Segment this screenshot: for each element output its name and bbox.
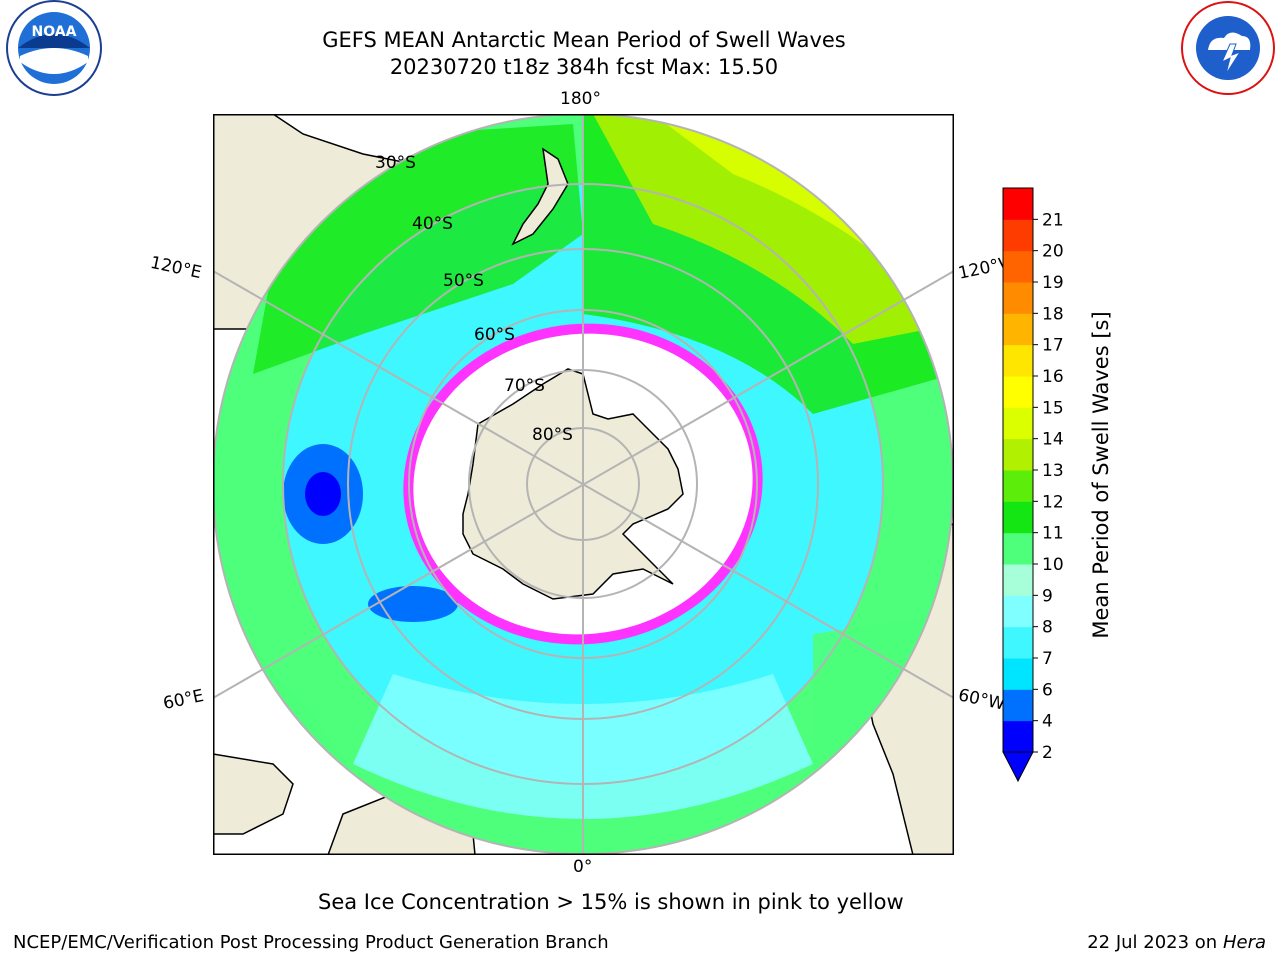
colorbar-tick-label: 7: [1042, 649, 1053, 669]
colorbar-tick-label: 6: [1042, 680, 1053, 700]
lon-label-120e: 120°E: [148, 252, 204, 284]
colorbar-segment: [1003, 219, 1033, 252]
colorbar-tick-label: 16: [1042, 367, 1064, 387]
colorbar-tick-label: 12: [1042, 492, 1064, 512]
colorbar-tick-label: 19: [1042, 273, 1064, 293]
colorbar-segment: [1003, 407, 1033, 440]
colorbar-segment: [1003, 188, 1033, 220]
colorbar-tick-label: 2: [1042, 743, 1053, 763]
lat-label-50s: 50°S: [443, 271, 484, 291]
noaa-logo: NOAA: [6, 0, 102, 96]
lon-label-60e: 60°E: [161, 685, 206, 715]
colorbar-segment: [1003, 376, 1033, 408]
footer-host: Hera: [1222, 932, 1266, 953]
colorbar-label: Mean Period of Swell Waves [s]: [1089, 311, 1113, 638]
colorbar-extend-arrow: [1002, 751, 1034, 783]
madagascar-landmass: [213, 753, 294, 835]
lon-label-180: 180°: [560, 89, 601, 109]
chart-title: GEFS MEAN Antarctic Mean Period of Swell…: [322, 28, 846, 52]
colorbar: 2 4 6 7 8 9 10 11 12 13 14 15 16 17 18 19 20 21 Mean Peri…: [1002, 187, 1113, 783]
nws-logo: [1181, 1, 1275, 95]
footer-producer: NCEP/EMC/Verification Post Processing Pr…: [13, 932, 609, 953]
colorbar-segment: [1003, 470, 1033, 502]
colorbar-tick-label: 8: [1042, 618, 1053, 638]
colorbar-tick-label: 14: [1042, 430, 1064, 450]
colorbar-segment: [1003, 720, 1033, 753]
colorbar-tick-label: 10: [1042, 555, 1064, 575]
colorbar-tick-label: 18: [1042, 304, 1064, 324]
colorbar-segment: [1003, 532, 1033, 565]
colorbar-segment: [1003, 658, 1033, 690]
colorbar-segment: [1003, 313, 1033, 346]
lon-label-60w: 60°W: [956, 685, 1007, 715]
footer-date: 22 Jul 2023 on Hera: [1087, 932, 1266, 953]
lat-label-40s: 40°S: [412, 214, 453, 234]
colorbar-tick-label: 9: [1042, 586, 1053, 606]
footer-date-text: 22 Jul 2023 on: [1087, 932, 1223, 953]
colorbar-tick-label: 17: [1042, 336, 1064, 356]
colorbar-segment: [1003, 501, 1033, 534]
colorbar-segment: [1003, 626, 1033, 659]
colorbar-tick-label: 4: [1042, 712, 1053, 732]
colorbar-segment: [1003, 282, 1033, 314]
colorbar-segment: [1003, 689, 1033, 722]
new-zealand-landmass: [511, 147, 569, 246]
colorbar-tick-label: 13: [1042, 461, 1064, 481]
polar-map: 30°S 40°S 50°S 60°S 70°S 80°S: [213, 114, 954, 855]
antarctica-landmass: [462, 368, 684, 600]
sea-ice-caption: Sea Ice Concentration > 15% is shown in …: [318, 890, 904, 914]
colorbar-segment: [1003, 344, 1033, 377]
colorbar-tick-label: 15: [1042, 398, 1064, 418]
colorbar-segment: [1003, 595, 1033, 628]
lat-label-30s: 30°S: [375, 153, 416, 173]
lat-label-80s: 80°S: [532, 425, 573, 445]
lon-label-0: 0°: [573, 857, 593, 877]
colorbar-tick-label: 21: [1042, 210, 1064, 230]
colorbar-segment: [1003, 250, 1033, 283]
lat-label-70s: 70°S: [504, 376, 545, 396]
colorbar-tick-label: 11: [1042, 524, 1064, 544]
noaa-logo-text: NOAA: [32, 24, 77, 40]
lat-label-60s: 60°S: [474, 325, 515, 345]
colorbar-tick-label: 20: [1042, 242, 1064, 262]
colorbar-segment: [1003, 438, 1033, 471]
colorbar-segment: [1003, 564, 1033, 596]
chart-subtitle: 20230720 t18z 384h fcst Max: 15.50: [389, 55, 779, 79]
